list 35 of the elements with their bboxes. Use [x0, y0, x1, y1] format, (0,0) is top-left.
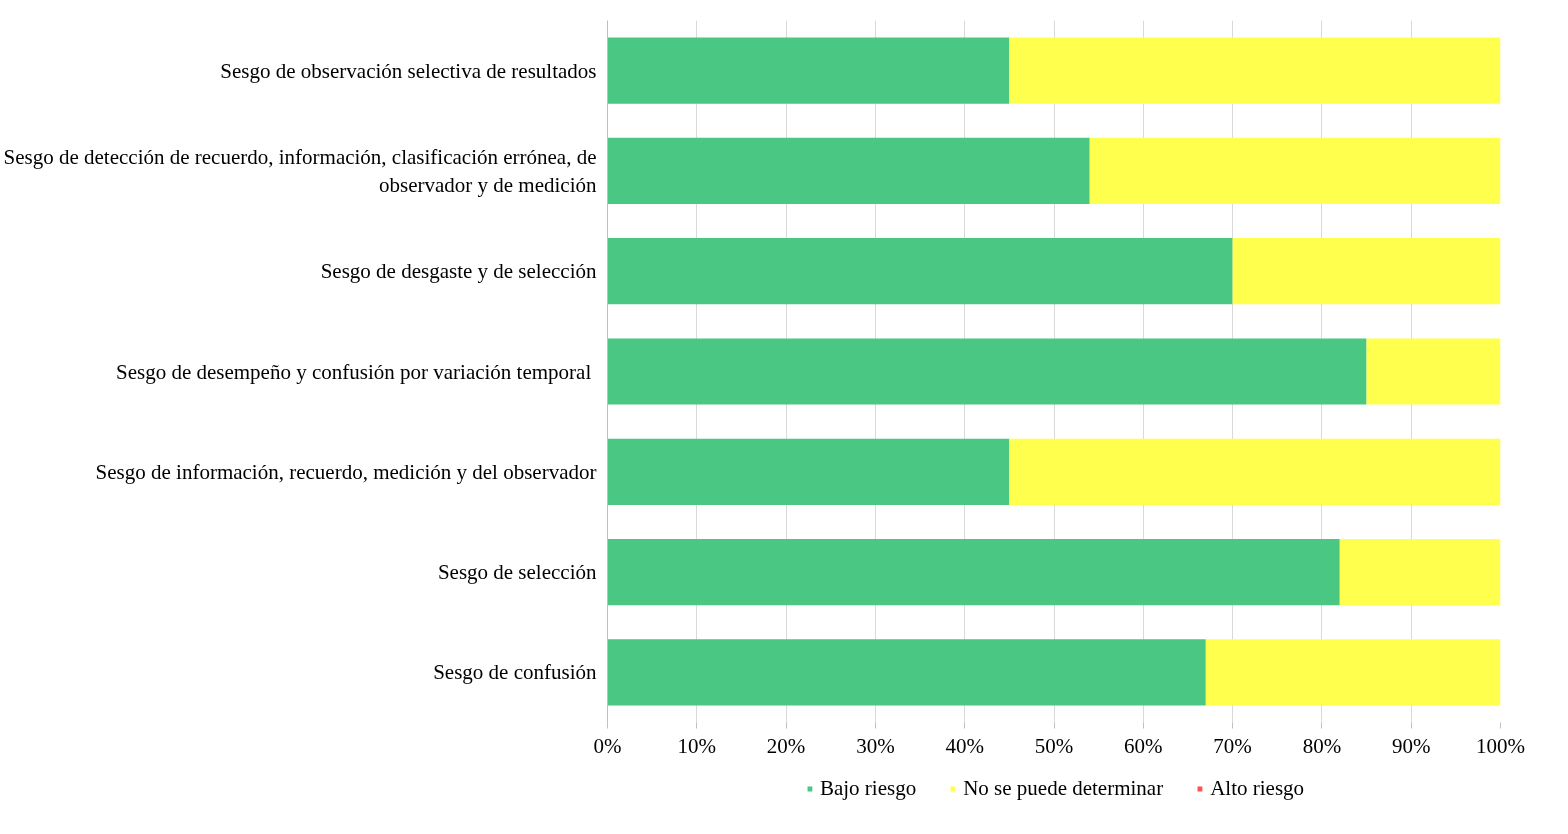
x-tick-label: 90% [1391, 733, 1431, 758]
bar [607, 538, 1340, 606]
bar [607, 238, 1233, 305]
bar [1009, 438, 1501, 505]
y-tick-label: Sesgo de observación selectiva de resultados [220, 58, 597, 83]
bar [1205, 639, 1501, 706]
legend-label: Bajo riesgo [819, 775, 917, 801]
bar [607, 438, 1010, 505]
y-tick-label: Sesgo de información, recuerdo, medición y del observador [95, 459, 597, 484]
bar [607, 639, 1206, 706]
x-tick-label: 60% [1124, 733, 1163, 758]
bar [1339, 538, 1501, 606]
bar [607, 137, 1090, 205]
x-tick-label: 70% [1213, 733, 1252, 758]
bar [607, 37, 1010, 104]
x-tick-label: 50% [1034, 733, 1074, 758]
legend-label: Alto riesgo [1210, 775, 1305, 801]
y-tick-label: Sesgo de confusión [433, 660, 597, 685]
bar [1009, 37, 1501, 104]
x-tick-label: 40% [945, 733, 984, 758]
legend-label: No se puede determinar [963, 775, 1164, 801]
y-tick-label: Sesgo de desempeño y confusión por variación temporal [115, 359, 592, 384]
y-tick-label: Sesgo de desgaste y de selección [320, 259, 597, 284]
x-tick-label: 80% [1302, 733, 1342, 758]
x-tick-label: 0% [593, 733, 622, 758]
x-tick-label: 100% [1476, 733, 1525, 758]
x-tick-label: 20% [766, 733, 806, 758]
bar [1089, 137, 1501, 205]
bar [607, 338, 1367, 405]
x-tick-label: 10% [677, 733, 717, 758]
x-tick-label: 30% [856, 733, 895, 758]
y-tick-label: Sesgo de selección [437, 560, 597, 585]
y-tick-label: Sesgo de detección de recuerdo, información, clasificación errónea, de observador y de medición [3, 144, 597, 198]
bar [1232, 238, 1501, 305]
bar [1366, 338, 1501, 405]
